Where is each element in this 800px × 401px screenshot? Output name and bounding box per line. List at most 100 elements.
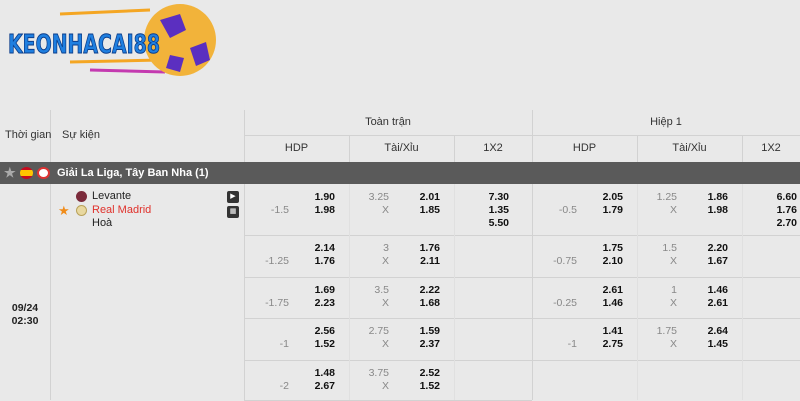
header-first-half: Hiệp 1 (650, 116, 682, 128)
ft-ou-under-label: X (381, 338, 389, 350)
h1-ou-under-odds[interactable]: 2.61 (707, 297, 728, 309)
ft-ou-under-odds[interactable]: 1.52 (419, 380, 440, 392)
h1-1x2-odds[interactable]: 1.76 (776, 204, 797, 216)
ft-1x2-odds[interactable]: 1.35 (488, 204, 509, 216)
league-bar[interactable]: ★ Giải La Liga, Tây Ban Nha (1) (0, 162, 800, 184)
live-stream-icon[interactable]: ▶ (227, 191, 239, 203)
h1-ou-line: 1.25 (656, 191, 677, 203)
ft-ou-under-odds[interactable]: 1.85 (419, 204, 440, 216)
ft-ou-under-label: X (381, 297, 389, 309)
favorite-star-icon[interactable]: ★ (58, 203, 70, 218)
home-team[interactable]: Levante (92, 190, 132, 202)
column-divider (742, 184, 743, 400)
match-datetime: 09/24 02:30 (0, 302, 50, 328)
ft-ou-under-label: X (381, 255, 389, 267)
h1-ou-under-label: X (669, 255, 677, 267)
match-time: 02:30 (11, 315, 39, 327)
match-date: 09/24 (11, 302, 39, 314)
ft-ou-over-odds[interactable]: 2.52 (419, 367, 440, 379)
h1-1x2-odds[interactable]: 2.70 (776, 217, 797, 229)
ft-1x2-odds[interactable]: 7.30 (488, 191, 509, 203)
h1-hdp-away-odds[interactable]: 1.46 (602, 297, 623, 309)
row-divider (244, 277, 532, 278)
header-full-match: Toàn trận (365, 116, 411, 128)
h1-ou-under-odds[interactable]: 1.67 (707, 255, 728, 267)
star-icon[interactable]: ★ (4, 165, 16, 180)
ft-ou-over-odds[interactable]: 2.22 (419, 284, 440, 296)
h1-hdp-away-odds[interactable]: 2.75 (602, 338, 623, 350)
away-team[interactable]: Real Madrid (92, 204, 152, 216)
stats-icon[interactable]: ▦ (227, 206, 239, 218)
h1-hdp-line: -0.75 (553, 255, 577, 267)
header-ft-1x2: 1X2 (483, 142, 503, 154)
ft-hdp-away-odds[interactable]: 1.52 (314, 338, 335, 350)
row-divider (244, 235, 532, 236)
h1-ou-under-label: X (669, 204, 677, 216)
row-divider (244, 360, 532, 361)
h1-hdp-away-odds[interactable]: 1.79 (602, 204, 623, 216)
h1-hdp-home-odds[interactable]: 2.61 (602, 284, 623, 296)
ft-hdp-home-odds[interactable]: 1.69 (314, 284, 335, 296)
ft-ou-over-odds[interactable]: 1.76 (419, 242, 440, 254)
h1-ou-under-label: X (669, 338, 677, 350)
h1-hdp-home-odds[interactable]: 1.75 (602, 242, 623, 254)
row-divider (532, 277, 800, 278)
h1-ou-over-odds[interactable]: 2.20 (707, 242, 728, 254)
ft-ou-line: 3.75 (368, 367, 389, 379)
h1-ou-under-label: X (669, 297, 677, 309)
spain-flag-icon (20, 167, 33, 179)
h1-hdp-home-odds[interactable]: 2.05 (602, 191, 623, 203)
ft-ou-under-label: X (381, 380, 389, 392)
row-divider (532, 235, 800, 236)
ft-hdp-home-odds[interactable]: 2.56 (314, 325, 335, 337)
h1-hdp-line: -0.25 (553, 297, 577, 309)
h1-ou-over-odds[interactable]: 2.64 (707, 325, 728, 337)
column-divider (454, 184, 455, 400)
ft-ou-over-odds[interactable]: 1.59 (419, 325, 440, 337)
ft-hdp-line: -1.5 (270, 204, 289, 216)
ft-ou-under-odds[interactable]: 1.68 (419, 297, 440, 309)
h1-ou-over-odds[interactable]: 1.46 (707, 284, 728, 296)
row-divider (532, 318, 800, 319)
keonhacai88-logo: KEONHACAI88 (0, 0, 220, 100)
h1-ou-under-odds[interactable]: 1.98 (707, 204, 728, 216)
header-h1-ou: Tài/Xỉu (672, 142, 707, 154)
h1-ou-under-odds[interactable]: 1.45 (707, 338, 728, 350)
h1-ou-line: 1 (671, 284, 677, 296)
ft-ou-line: 3 (383, 242, 389, 254)
h1-1x2-odds[interactable]: 6.60 (776, 191, 797, 203)
h1-hdp-line: -1 (567, 338, 577, 350)
ft-hdp-home-odds[interactable]: 1.48 (314, 367, 335, 379)
column-divider (637, 184, 638, 400)
levante-crest-icon (76, 191, 87, 202)
h1-ou-line: 1.75 (656, 325, 677, 337)
header-h1-hdp: HDP (572, 142, 597, 154)
h1-hdp-away-odds[interactable]: 2.10 (602, 255, 623, 267)
row-divider (532, 360, 800, 361)
header-h1-1x2: 1X2 (761, 142, 781, 154)
h1-hdp-home-odds[interactable]: 1.41 (602, 325, 623, 337)
ft-hdp-line: -2 (279, 380, 289, 392)
ft-ou-over-odds[interactable]: 2.01 (419, 191, 440, 203)
ft-ou-line: 2.75 (368, 325, 389, 337)
ft-1x2-odds[interactable]: 5.50 (488, 217, 509, 229)
ft-hdp-home-odds[interactable]: 2.14 (314, 242, 335, 254)
ft-ou-line: 3.25 (368, 191, 389, 203)
ft-hdp-line: -1.25 (265, 255, 289, 267)
ft-hdp-line: -1.75 (265, 297, 289, 309)
header-ft-ou: Tài/Xỉu (384, 142, 419, 154)
ft-ou-line: 3.5 (374, 284, 389, 296)
ft-hdp-away-odds[interactable]: 2.67 (314, 380, 335, 392)
ft-hdp-away-odds[interactable]: 2.23 (314, 297, 335, 309)
h1-ou-line: 1.5 (662, 242, 677, 254)
draw-label: Hoà (92, 217, 113, 229)
ft-ou-under-odds[interactable]: 2.37 (419, 338, 440, 350)
header-ft-hdp: HDP (284, 142, 309, 154)
ft-ou-under-odds[interactable]: 2.11 (420, 255, 440, 267)
ft-hdp-away-odds[interactable]: 1.98 (314, 204, 335, 216)
ft-hdp-home-odds[interactable]: 1.90 (314, 191, 335, 203)
ft-hdp-away-odds[interactable]: 1.76 (314, 255, 335, 267)
ft-hdp-line: -1 (279, 338, 289, 350)
column-divider (349, 184, 350, 400)
h1-ou-over-odds[interactable]: 1.86 (707, 191, 728, 203)
